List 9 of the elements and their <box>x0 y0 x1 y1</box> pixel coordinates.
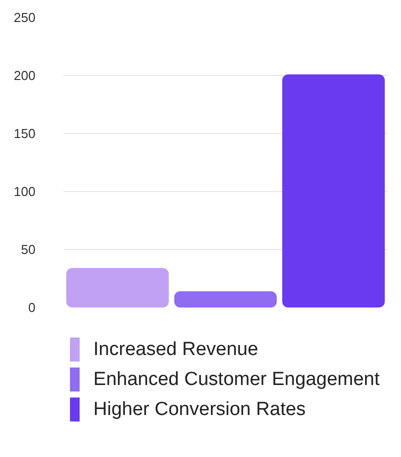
y-tick-label: 250 <box>14 10 36 25</box>
legend-label: Increased Revenue <box>93 339 258 360</box>
y-tick-label: 100 <box>14 184 36 199</box>
y-tick-label: 0 <box>28 300 36 315</box>
y-tick-label: 200 <box>14 68 36 83</box>
legend-label: Higher Conversion Rates <box>93 399 306 420</box>
legend-label: Enhanced Customer Engagement <box>93 369 380 390</box>
y-tick-label: 50 <box>21 242 36 257</box>
y-tick-label: 150 <box>14 126 36 141</box>
